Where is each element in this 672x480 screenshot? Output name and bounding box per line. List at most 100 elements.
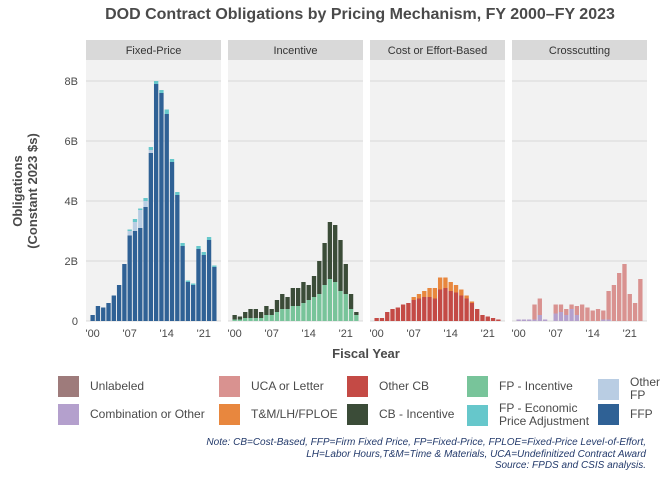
bar-segment-cbinc <box>290 288 296 306</box>
legend-item-unlabeled: Unlabeled <box>58 376 144 397</box>
legend: Unlabeled Combination or Other UCA or Le… <box>58 376 672 428</box>
bar-segment-uca <box>569 304 574 309</box>
bar-segment-fpepa <box>206 237 212 240</box>
y-tick-label: 6B <box>65 136 78 148</box>
bar-segment-cbinc <box>232 315 237 320</box>
bar-segment-ffp <box>169 162 175 321</box>
legend-item-uca: UCA or Letter <box>219 376 324 397</box>
bar-segment-otherfp <box>138 210 143 228</box>
bar-segment-ffp <box>116 285 122 321</box>
bar-segment-fpepa <box>143 198 148 201</box>
x-tick-label: '00 <box>511 328 525 340</box>
bar-segment-cbinc <box>317 261 322 294</box>
bar-segment-fpepa <box>201 252 206 255</box>
bar-segment-cbinc <box>301 282 306 303</box>
bar-segment-othercb <box>374 318 379 321</box>
bar-segment-ffp <box>122 264 127 321</box>
bar-segment-othercb <box>469 303 475 321</box>
legend-label: T&M/LH/FPLOE <box>251 407 338 421</box>
bar-segment-fpinc <box>274 312 280 321</box>
bar-segment-ffp <box>90 315 95 321</box>
legend-swatch <box>467 376 488 397</box>
facet-label: Cost or Effort-Based <box>388 45 487 57</box>
legend-label: CB - Incentive <box>379 407 455 421</box>
bar-segment-ffp <box>191 285 196 321</box>
bar-segment-ffp <box>132 231 138 321</box>
x-tick-label: '14 <box>586 328 600 340</box>
bar-segment-fpinc <box>248 318 253 321</box>
panel-background <box>512 60 647 321</box>
y-tick-label: 0 <box>72 316 78 328</box>
bar-segment-combo <box>569 309 574 321</box>
bar-segment-othercb <box>453 292 459 321</box>
bar-segment-fpinc <box>237 319 243 321</box>
bar-segment-fpinc <box>295 306 301 321</box>
x-axis-title: Fiscal Year <box>332 346 400 361</box>
bar-segment-cbinc <box>264 306 269 315</box>
bar-segment-cbinc <box>269 309 274 315</box>
bar-segment-cbinc <box>338 240 343 291</box>
legend-swatch <box>598 378 619 400</box>
bar-segment-othercb <box>496 319 501 321</box>
bar-segment-ffp <box>196 249 201 321</box>
y-tick-label: 4B <box>65 196 78 208</box>
bar-segment-otherfp <box>132 222 138 231</box>
bar-segment-othercb <box>443 288 448 321</box>
x-tick-label: '00 <box>227 328 241 340</box>
legend-item-ffp: FFP <box>598 404 653 425</box>
bar-segment-fpinc <box>290 306 296 321</box>
x-tick-label: '07 <box>549 328 563 340</box>
bar-segment-uca <box>574 306 580 315</box>
bar-segment-fpinc <box>285 309 290 321</box>
bar-segment-cbinc <box>311 276 317 297</box>
bar-segment-fpinc <box>264 315 269 321</box>
bar-segment-fpepa <box>175 192 180 195</box>
bar-segment-fpepa <box>180 243 185 246</box>
bar-segment-fpepa <box>185 280 191 282</box>
bar-segment-fpepa <box>169 159 175 162</box>
bar-segment-fpepa <box>138 208 143 210</box>
bar-segment-tm <box>448 282 453 291</box>
bar-segment-fpinc <box>301 303 306 321</box>
legend-item-other-fp: Other FP <box>598 376 672 402</box>
facet-label: Fixed-Price <box>126 45 182 57</box>
bar-segment-cbinc <box>327 222 333 279</box>
bar-segment-ffp <box>101 307 106 321</box>
bar-segment-fpinc <box>327 279 333 321</box>
legend-item-fp-incentive: FP - Incentive <box>467 376 573 397</box>
chart-note: Note: CB=Cost-Based, FFP=Firm Fixed Pric… <box>86 437 646 472</box>
bar-segment-tm <box>411 297 416 300</box>
bar-segment-fpepa <box>196 246 201 249</box>
bar-segment-ffp <box>95 306 101 321</box>
legend-label: Combination or Other <box>90 407 205 421</box>
bar-segment-fpepa <box>127 229 132 231</box>
bar-segment-uca <box>606 291 611 320</box>
bar-segment-uca <box>595 309 601 321</box>
legend-item-combination: Combination or Other <box>58 404 205 425</box>
bar-segment-cbinc <box>248 309 253 318</box>
bar-segment-tm <box>469 301 475 303</box>
bar-segment-tm <box>416 294 422 299</box>
faceted-bar-chart: Fixed-Price '00 '07 '14 '21 Incentive '00 '07 '1… <box>10 40 647 361</box>
bar-segment-cbinc <box>237 316 243 320</box>
bar-segment-fpinc <box>258 318 264 321</box>
bar-segment-uca <box>532 304 537 320</box>
x-tick-label: '00 <box>369 328 383 340</box>
bar-segment-fpinc <box>243 318 248 321</box>
bar-segment-uca <box>617 273 622 321</box>
x-tick-label: '14 <box>444 328 458 340</box>
bar-segment-otherfp <box>143 201 148 207</box>
y-tick-label: 8B <box>65 76 78 88</box>
bar-segment-uca <box>553 304 558 314</box>
bar-segment-uca <box>638 279 643 321</box>
bar-segment-combo <box>537 315 542 321</box>
bar-segment-ffp <box>175 195 180 321</box>
note-line-3: Source: FPDS and CSIS analysis. <box>494 460 646 471</box>
bar-segment-combo <box>553 313 558 321</box>
bar-segment-othercb <box>385 312 390 321</box>
bar-segment-otherfp <box>127 231 132 236</box>
x-tick-label: '00 <box>85 328 99 340</box>
bar-segment-fpinc <box>322 285 327 321</box>
bar-segment-fpinc <box>269 315 274 321</box>
bar-segment-otherfp <box>148 150 154 153</box>
